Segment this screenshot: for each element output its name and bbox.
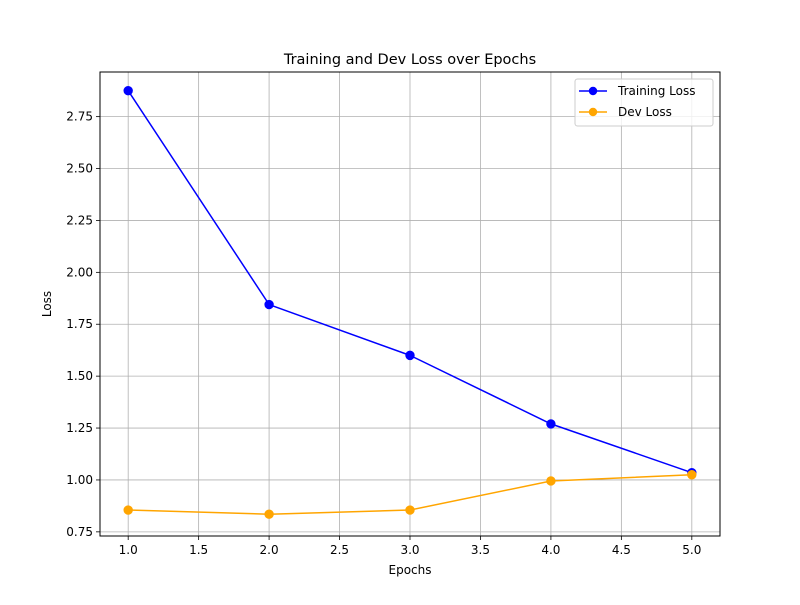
y-tick-label: 2.75: [66, 110, 93, 124]
x-axis-label: Epochs: [389, 563, 432, 577]
y-tick-label: 2.25: [66, 213, 93, 227]
y-tick-label: 1.00: [66, 473, 93, 487]
training-loss-point: [123, 85, 133, 96]
legend-training-loss-marker: [588, 86, 598, 96]
dev-loss-point: [546, 476, 556, 486]
chart-title: Training and Dev Loss over Epochs: [283, 52, 536, 68]
x-tick-label: 4.5: [612, 543, 631, 557]
x-tick-label: 4.0: [541, 543, 560, 557]
grid-lines: [100, 72, 720, 536]
series-markers: [123, 85, 697, 519]
y-tick-label: 0.75: [66, 525, 93, 539]
y-axis-ticks: 0.75 1.00 1.25 1.50 1.75 2.00 2.25 2.50 2.75: [66, 110, 100, 539]
legend-dev-loss-label: Dev Loss: [618, 105, 672, 119]
plot-frame: [99, 71, 721, 537]
legend-box: [574, 78, 714, 127]
x-tick-label: 2.0: [260, 543, 279, 557]
y-tick-label: 1.75: [66, 317, 93, 331]
dev-loss-point: [123, 505, 133, 515]
y-tick-label: 1.50: [66, 369, 93, 383]
training-loss-point: [405, 350, 415, 361]
dev-loss-point: [687, 470, 697, 480]
x-tick-label: 2.5: [330, 543, 349, 557]
y-tick-label: 2.50: [66, 162, 93, 176]
dev-loss-point: [405, 505, 415, 515]
x-tick-label: 5.0: [682, 543, 701, 557]
x-tick-label: 3.5: [471, 543, 490, 557]
training-loss-point: [264, 299, 274, 310]
y-tick-label: 2.00: [66, 265, 93, 279]
x-tick-label: 1.0: [119, 543, 138, 557]
x-tick-label: 1.5: [189, 543, 208, 557]
legend-dev-loss-marker: [588, 107, 598, 117]
y-tick-label: 1.25: [66, 421, 93, 435]
legend-training-loss-label: Training Loss: [617, 84, 695, 98]
y-axis-label: Loss: [40, 291, 54, 317]
training-loss-point: [546, 419, 556, 429]
x-tick-label: 3.0: [400, 543, 419, 557]
dev-loss-point: [264, 509, 274, 519]
x-axis-ticks: 1.0 1.5 2.0 2.5 3.0 3.5 4.0 4.5 5.0: [119, 536, 701, 557]
legend: Training Loss Dev Loss: [574, 78, 714, 127]
